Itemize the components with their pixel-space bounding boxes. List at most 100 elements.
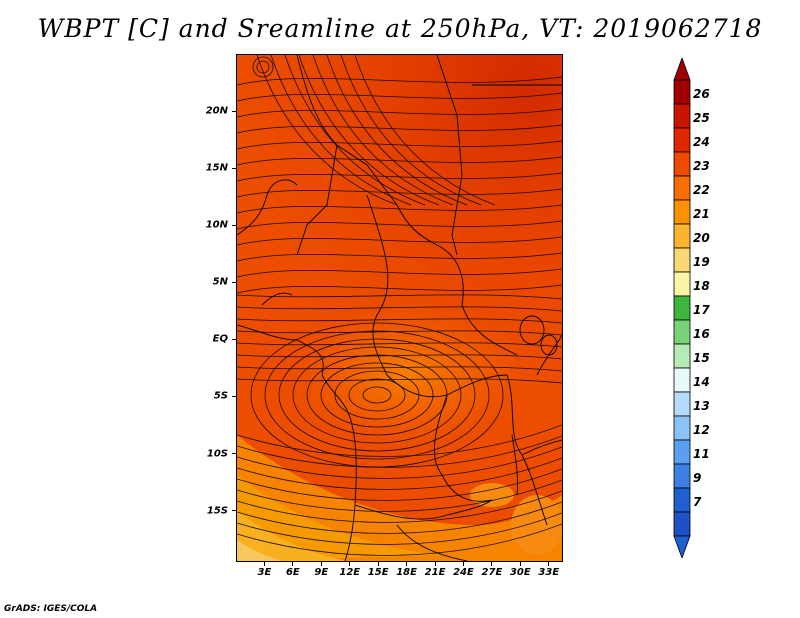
lon-tick [292, 562, 294, 566]
colorbar-swatch [673, 463, 691, 489]
streamline [298, 55, 440, 206]
colorbar-swatch [673, 415, 691, 441]
streamline [237, 318, 562, 324]
streamline [237, 108, 562, 118]
lat-label: 20N [205, 105, 228, 117]
streamline-eddy [252, 56, 274, 78]
borders [237, 55, 562, 561]
colorbar-label: 25 [693, 111, 710, 126]
streamline-vortex [278, 338, 476, 452]
streamline [340, 55, 482, 206]
lon-label: 15E [367, 567, 389, 578]
colorbar-label: 14 [693, 375, 710, 390]
lat-tick [232, 510, 236, 512]
lat-label: 15N [205, 162, 228, 174]
colorbar-label: 13 [693, 399, 710, 414]
streamline [237, 512, 562, 545]
streamline-vortex [362, 386, 392, 404]
colorbar-swatch [673, 391, 691, 417]
colorbar-swatch [673, 223, 691, 249]
streamline [237, 76, 562, 86]
colorbar-label: 15 [693, 351, 710, 366]
streamline [237, 378, 562, 384]
colorbar-label: 16 [693, 327, 710, 342]
lat-tick [232, 453, 236, 455]
wbpt-field-north [237, 55, 562, 355]
lat-label: 5S [213, 390, 228, 402]
chart-title: WBPT [C] and Sreamline at 250hPa, VT: 20… [37, 14, 763, 43]
lon-label: 30E [509, 567, 531, 578]
colorbar-swatch [673, 271, 691, 297]
streamline [237, 435, 562, 468]
lon-tick [462, 562, 464, 566]
lat-tick [232, 110, 236, 112]
colorbar-swatch [673, 487, 691, 513]
streamline-vortex [250, 322, 504, 468]
streamline [237, 306, 562, 312]
colorbar-label: 9 [693, 471, 702, 486]
colorbar-swatch [673, 103, 691, 129]
map-svg [237, 55, 562, 561]
lon-label: 12E [339, 567, 361, 578]
lon-tick [406, 562, 408, 566]
colorbar-swatch [673, 295, 691, 321]
streamline [237, 366, 562, 372]
streamline [237, 354, 562, 360]
streamline [237, 424, 562, 457]
colorbar-swatch [673, 343, 691, 369]
streamline [237, 523, 562, 556]
streamline-vortex [292, 346, 462, 444]
colorbar-label: 11 [693, 447, 710, 462]
streamline [237, 446, 562, 479]
lon-tick [320, 562, 322, 566]
lat-label: 10S [206, 448, 228, 460]
wbpt-field-south-22 [237, 475, 437, 561]
wbpt-field-south-21 [237, 510, 347, 561]
streamline [237, 156, 562, 166]
wbpt-field-patch-east [511, 495, 562, 555]
lon-label: 33E [538, 567, 560, 578]
colorbar-label: 17 [693, 303, 710, 318]
streamline [237, 172, 562, 182]
lon-tick [263, 562, 265, 566]
streamline [237, 252, 562, 262]
lon-label: 6E [285, 567, 300, 578]
colorbar-swatch [673, 199, 691, 225]
colorbar-swatch [673, 511, 691, 537]
lat-label: 10N [205, 219, 228, 231]
colorbar-swatch [673, 439, 691, 465]
lon-tick [434, 562, 436, 566]
lon-label: 21E [424, 567, 446, 578]
colorbar-label: 12 [693, 423, 710, 438]
lon-label: 24E [453, 567, 474, 578]
lat-tick [232, 281, 236, 283]
lat-label: 5N [212, 276, 228, 288]
lon-tick [548, 562, 550, 566]
lat-tick [232, 224, 236, 226]
colorbar-bottom-arrow [673, 535, 691, 558]
colorbar-label: 26 [693, 87, 710, 102]
streamline [237, 457, 562, 490]
streamline-vortex [320, 362, 434, 428]
colorbar-swatch [673, 175, 691, 201]
colorbar-swatch [673, 79, 691, 105]
streamline [237, 124, 562, 134]
credit-label: GrADS: IGES/COLA [4, 604, 98, 614]
colorbar-swatch [673, 247, 691, 273]
streamline-eddy [256, 60, 270, 74]
streamline [284, 55, 426, 206]
streamline [270, 55, 412, 206]
streamline [237, 490, 562, 523]
streamline [237, 268, 562, 278]
wbpt-field-center [287, 305, 527, 445]
colorbar-swatch [673, 367, 691, 393]
streamline [354, 55, 496, 206]
lat-label: EQ [212, 333, 228, 345]
streamline [237, 220, 562, 230]
colorbar-swatch [673, 151, 691, 177]
lat-tick [232, 167, 236, 169]
streamline [237, 501, 562, 534]
colorbar-label: 21 [693, 207, 710, 222]
streamline [237, 479, 562, 512]
colorbar-label: 22 [693, 183, 710, 198]
